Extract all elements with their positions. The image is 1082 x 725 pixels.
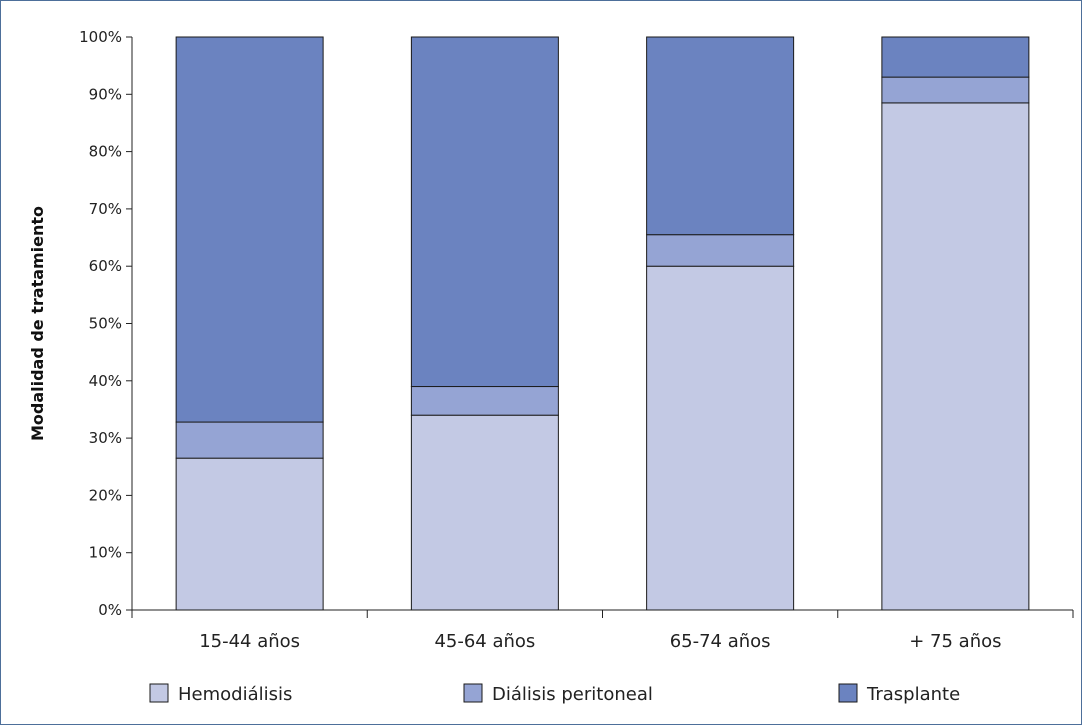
x-category-label: 45-64 años xyxy=(434,631,535,652)
y-axis-title: Modalidad de tratamiento xyxy=(28,206,47,441)
y-tick-label: 50% xyxy=(89,315,122,333)
bar-segment-hemodi-lisis xyxy=(175,457,324,611)
y-tick-label: 80% xyxy=(89,143,122,161)
bar-segment-di-lisis-peritoneal xyxy=(410,386,559,416)
y-tick-label: 40% xyxy=(89,372,122,390)
bar-segment-trasplante xyxy=(410,36,559,388)
x-category-label: 15-44 años xyxy=(199,631,300,652)
y-tick-label: 30% xyxy=(89,429,122,447)
legend-swatch xyxy=(149,683,169,703)
y-tick-label: 10% xyxy=(89,544,122,562)
y-tick-label: 100% xyxy=(79,28,122,46)
bar-segment-di-lisis-peritoneal xyxy=(175,421,324,459)
x-category-label: 65-74 años xyxy=(670,631,771,652)
legend-swatch xyxy=(463,683,483,703)
bar-segment-di-lisis-peritoneal xyxy=(881,76,1030,104)
bar-segment-di-lisis-peritoneal xyxy=(646,234,795,267)
legend-label: Hemodiálisis xyxy=(178,684,292,705)
bar-segment-trasplante xyxy=(175,36,324,423)
bar-segment-hemodi-lisis xyxy=(646,265,795,611)
bar-segment-trasplante xyxy=(646,36,795,236)
bar-segment-hemodi-lisis xyxy=(410,414,559,611)
legend-label: Trasplante xyxy=(866,684,960,705)
y-tick-label: 0% xyxy=(98,601,122,619)
y-tick-label: 90% xyxy=(89,85,122,103)
legend-swatch xyxy=(838,683,858,703)
y-tick-label: 20% xyxy=(89,486,122,504)
y-tick-label: 60% xyxy=(89,257,122,275)
bar-segment-trasplante xyxy=(881,36,1030,78)
bar-segment-hemodi-lisis xyxy=(881,102,1030,611)
y-tick-label: 70% xyxy=(89,200,122,218)
legend-label: Diálisis peritoneal xyxy=(492,684,653,705)
x-category-label: + 75 años xyxy=(909,631,1001,652)
